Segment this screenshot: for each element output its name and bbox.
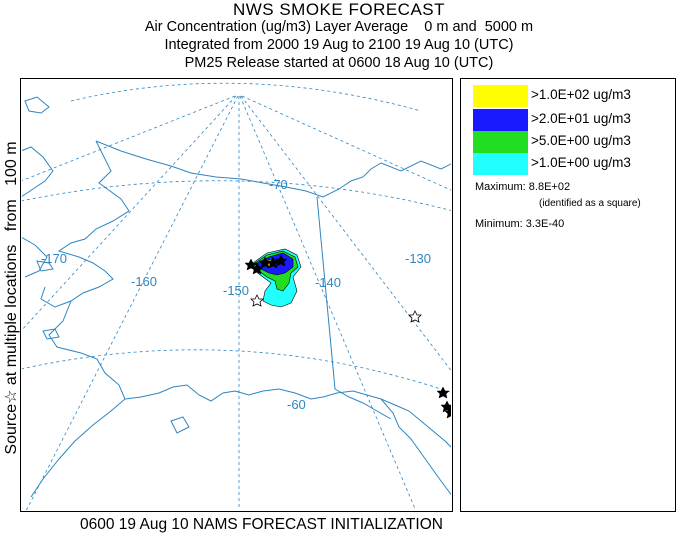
chukotka-coast-2 [22, 236, 48, 278]
map-panel: -170 -160 -150 -140 -130 -70 -60 [20, 78, 453, 512]
panhandle-coast [380, 398, 451, 496]
chukotka-coast [22, 146, 54, 197]
legend-swatch-green [473, 131, 528, 153]
integration-period: Integrated from 2000 19 Aug to 2100 19 A… [164, 37, 514, 53]
canada-arctic-coast [380, 160, 451, 172]
label-lat-70: -70 [269, 177, 288, 192]
maximum-star-icon [250, 294, 264, 307]
smoke-plume [252, 248, 302, 308]
forecast-title: NWS SMOKE FORECAST [232, 0, 446, 19]
forecast-initialization-footer: 0600 19 Aug 10 NAMS FORECAST INITIALIZAT… [80, 516, 443, 533]
longitude-130-line [240, 95, 451, 372]
kodiak-island [170, 416, 190, 434]
source-star-icon [444, 406, 451, 419]
source-star-icon [436, 386, 450, 399]
latitude-60-line [22, 349, 451, 393]
alaska-west-coast [30, 300, 126, 498]
legend-swatch-blue [473, 109, 528, 131]
hollow-markers [250, 294, 422, 323]
source-star-icon [440, 400, 451, 413]
alaska-north-coast [95, 140, 382, 198]
label-lon-150: -150 [223, 283, 249, 298]
legend-panel: >1.0E+02 ug/m3 >2.0E+01 ug/m3 >5.0E+00 u… [460, 78, 676, 512]
source-markers [244, 254, 451, 419]
nunivak-island [42, 328, 60, 340]
outlier-star-icon [408, 310, 422, 323]
coastline [22, 96, 451, 498]
longitude-lines [22, 95, 451, 510]
legend-swatch-cyan [473, 153, 528, 175]
legend-swatch-yellow [473, 85, 528, 107]
latitude-70-line [22, 180, 451, 211]
longitude-120-line [241, 95, 451, 191]
alaska-map: -170 -160 -150 -140 -130 -70 -60 [22, 82, 451, 510]
latitude-lines [22, 82, 451, 393]
release-info: PM25 Release started at 0600 18 Aug 10 (… [184, 55, 494, 71]
maximum-value: Maximum: 8.8E+02 [475, 181, 571, 193]
legend-label-3: >5.0E+00 ug/m3 [531, 133, 631, 148]
alaska-northwest-coast [40, 140, 130, 308]
maximum-note: (identified as a square) [539, 198, 641, 209]
legend-label-4: >1.0E+00 ug/m3 [531, 155, 631, 170]
label-lon-160: -160 [131, 274, 157, 289]
minimum-value: Minimum: 3.3E-40 [475, 218, 565, 230]
latitude-80-line [70, 82, 422, 112]
st-lawrence-island [36, 260, 54, 272]
source-star-icon [274, 254, 288, 267]
legend-label-1: >1.0E+02 ug/m3 [531, 87, 631, 102]
longitude-180-line [22, 95, 236, 182]
longitude-170-line [22, 95, 237, 331]
concentration-subtitle: Air Concentration (ug/m3) Layer Average … [144, 19, 534, 35]
longitude-160-line [26, 95, 239, 510]
us-canada-border [316, 196, 392, 420]
label-lat-60: -60 [287, 397, 306, 412]
label-lon-130: -130 [405, 251, 431, 266]
legend-label-2: >2.0E+01 ug/m3 [531, 111, 631, 126]
source-side-label: Source☆ at multiple locations from 100 m [3, 141, 20, 455]
label-lon-140: -140 [315, 275, 341, 290]
top-left-island [24, 96, 50, 114]
label-lon-170: -170 [41, 251, 67, 266]
alaska-south-coast [124, 384, 451, 448]
